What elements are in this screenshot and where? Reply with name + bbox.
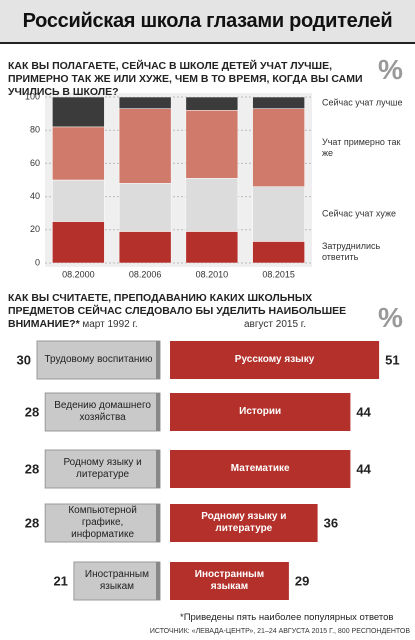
- y-tick-label: 80: [30, 125, 40, 135]
- series-name: август 2015 г.: [244, 319, 306, 330]
- percent-sign: %: [378, 302, 403, 333]
- y-tick-label: 60: [30, 158, 40, 168]
- bar-segment: [252, 241, 305, 264]
- value-label: 29: [294, 573, 310, 589]
- bar-segment: [185, 110, 239, 179]
- bar-segment: [52, 96, 105, 128]
- bar-segment: [185, 231, 239, 264]
- page-title: Российская школа глазами родителей: [0, 0, 415, 44]
- bar-label: Трудовому воспитанию: [44, 354, 153, 365]
- bar-label: Родному языку и литературе: [63, 457, 142, 480]
- bar-label: Иностранным языкам: [84, 569, 149, 592]
- bar-label: Иностранным языкам: [194, 569, 265, 592]
- bar: [44, 449, 161, 489]
- value-label: 21: [53, 573, 68, 589]
- value-label: 44: [356, 461, 371, 477]
- footnote: *Приведены пять наиболее популярных отве…: [180, 612, 394, 623]
- question-1: КАК ВЫ ПОЛАГАЕТЕ, СЕЙЧАС В ШКОЛЕ ДЕТЕЙ У…: [8, 60, 363, 98]
- legend-label: Сейчас учат хуже: [322, 208, 396, 219]
- bar-label: Компьютерной графике, информатике: [68, 505, 137, 540]
- bar-segment: [118, 231, 172, 264]
- legend-label: Сейчас учат лучше: [322, 97, 403, 108]
- y-tick-label: 40: [30, 191, 40, 201]
- bar-label: Математике: [230, 463, 290, 474]
- x-tick-label: 08.2006: [129, 269, 162, 279]
- value-label: 36: [323, 515, 339, 531]
- bar-segment: [252, 186, 305, 242]
- y-tick-label: 100: [25, 91, 40, 101]
- bar-edge: [156, 562, 160, 600]
- value-label: 28: [24, 515, 40, 531]
- source: ИСТОЧНИК: «ЛЕВАДА-ЦЕНТР», 21–24 АВГУСТА …: [149, 628, 410, 635]
- bar-edge: [156, 393, 160, 431]
- y-tick-label: 0: [35, 257, 40, 267]
- bar-label: Родному языку и литературе: [201, 511, 287, 534]
- bar-segment: [118, 183, 172, 232]
- bar: [36, 340, 161, 380]
- bar: [73, 561, 161, 601]
- bar-segment: [185, 96, 239, 111]
- question-2: КАК ВЫ СЧИТАЕТЕ, ПРЕПОДАВАНИЮ КАКИХ ШКОЛ…: [8, 292, 347, 330]
- bar-label: Истории: [239, 406, 282, 417]
- bar: [170, 450, 351, 488]
- bar-edge: [156, 504, 160, 542]
- bar: [170, 504, 318, 542]
- legend-label: Учат примерно так же: [322, 136, 401, 158]
- bar-segment: [252, 108, 305, 187]
- bar: [170, 341, 380, 379]
- x-tick-label: 08.2000: [62, 269, 95, 279]
- bar: [170, 393, 351, 431]
- bar-segment: [118, 108, 172, 184]
- bar-segment: [252, 96, 305, 109]
- bar: [44, 503, 161, 543]
- legend-label: Затруднились ответить: [322, 241, 381, 263]
- bar-segment: [52, 126, 105, 181]
- value-label: 28: [24, 404, 40, 420]
- bar-segment: [52, 179, 105, 222]
- x-tick-label: 08.2010: [196, 269, 229, 279]
- bar-segment: [185, 178, 239, 232]
- x-tick-label: 08.2015: [262, 269, 295, 279]
- value-label: 30: [16, 352, 31, 368]
- y-tick-label: 20: [30, 224, 40, 234]
- bar-label: Ведению домашнего хозяйства: [54, 400, 151, 423]
- bar-label: Русскому языку: [234, 354, 315, 365]
- bar-segment: [52, 221, 105, 264]
- series-name: март 1992 г.: [82, 319, 138, 330]
- bar-edge: [156, 450, 160, 488]
- value-label: 28: [24, 461, 40, 477]
- bar: [44, 392, 161, 432]
- value-label: 51: [385, 352, 400, 368]
- value-label: 44: [356, 404, 371, 420]
- bar-edge: [156, 341, 160, 379]
- bar: [170, 562, 289, 600]
- percent-sign: %: [378, 54, 403, 85]
- bar-segment: [118, 96, 172, 109]
